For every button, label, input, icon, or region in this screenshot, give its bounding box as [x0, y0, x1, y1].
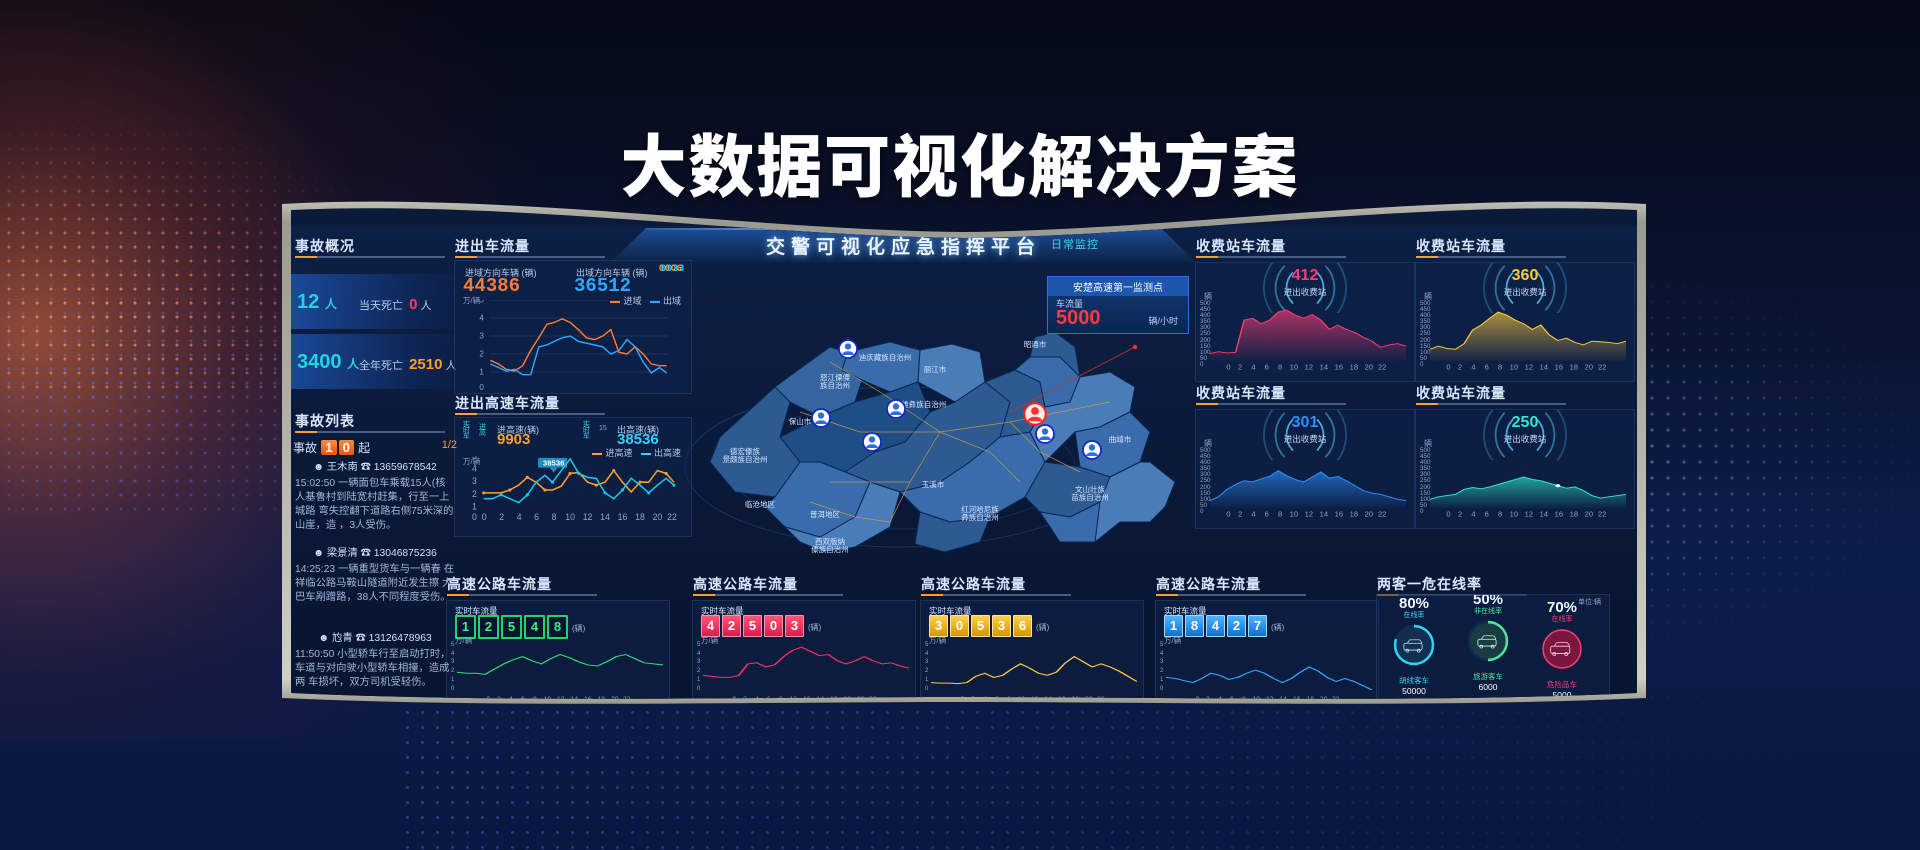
svg-text:傣族自治州: 傣族自治州	[811, 544, 849, 554]
svg-text:16: 16	[1335, 510, 1343, 519]
svg-text:临沧地区: 临沧地区	[745, 499, 775, 509]
svg-text:6: 6	[534, 512, 539, 522]
svg-text:2: 2	[1458, 510, 1462, 519]
svg-text:18: 18	[1350, 363, 1358, 372]
svg-text:5: 5	[479, 300, 484, 305]
svg-text:8: 8	[1278, 510, 1282, 519]
svg-text:20: 20	[1365, 510, 1373, 519]
svg-text:10: 10	[1510, 363, 1518, 372]
svg-text:16: 16	[1555, 363, 1563, 372]
svg-text:彝族自治州: 彝族自治州	[961, 512, 999, 522]
svg-text:6: 6	[1265, 363, 1269, 372]
svg-text:苗族自治州: 苗族自治州	[1071, 492, 1109, 502]
svg-text:22: 22	[1598, 363, 1606, 372]
svg-text:22: 22	[1378, 363, 1386, 372]
svg-text:16: 16	[1555, 510, 1563, 519]
svg-text:4: 4	[1251, 510, 1255, 519]
svg-text:2: 2	[479, 350, 484, 359]
svg-text:38536: 38536	[543, 459, 565, 468]
svg-text:20: 20	[1365, 363, 1373, 372]
svg-text:22: 22	[1598, 510, 1606, 519]
svg-text:4: 4	[1471, 363, 1475, 372]
svg-text:0: 0	[479, 383, 484, 390]
svg-text:4: 4	[479, 314, 484, 323]
svg-text:18: 18	[635, 512, 645, 522]
svg-text:10: 10	[1290, 510, 1298, 519]
svg-text:12: 12	[1525, 510, 1533, 519]
svg-text:2: 2	[1238, 363, 1242, 372]
svg-text:12: 12	[583, 512, 593, 522]
svg-text:0: 0	[482, 512, 487, 522]
svg-text:0: 0	[1226, 510, 1230, 519]
svg-text:16: 16	[618, 512, 628, 522]
svg-text:6: 6	[1265, 510, 1269, 519]
svg-text:4: 4	[517, 512, 522, 522]
svg-text:10: 10	[1290, 363, 1298, 372]
svg-text:4: 4	[472, 464, 477, 474]
svg-text:8: 8	[1498, 363, 1502, 372]
svg-text:14: 14	[600, 512, 610, 522]
svg-text:0: 0	[1226, 363, 1230, 372]
svg-text:0: 0	[1446, 510, 1450, 519]
svg-text:14: 14	[1540, 510, 1548, 519]
svg-text:16: 16	[1335, 363, 1343, 372]
svg-text:1: 1	[479, 368, 484, 377]
svg-text:22: 22	[667, 512, 677, 522]
svg-text:5: 5	[472, 456, 477, 461]
svg-text:18: 18	[1570, 510, 1578, 519]
svg-text:2: 2	[472, 489, 477, 499]
svg-text:20: 20	[653, 512, 663, 522]
svg-text:2: 2	[1238, 510, 1242, 519]
svg-text:3: 3	[479, 332, 484, 341]
svg-text:迪庆藏族自治州: 迪庆藏族自治州	[859, 352, 912, 362]
svg-text:0: 0	[472, 512, 477, 522]
svg-text:4: 4	[1251, 363, 1255, 372]
svg-text:族自治州: 族自治州	[820, 380, 850, 390]
svg-text:0: 0	[1446, 363, 1450, 372]
svg-text:10: 10	[565, 512, 575, 522]
svg-text:12: 12	[1525, 363, 1533, 372]
svg-text:普洱地区: 普洱地区	[810, 509, 840, 519]
svg-text:6: 6	[1485, 363, 1489, 372]
svg-text:曲靖市: 曲靖市	[1109, 434, 1132, 444]
svg-text:20: 20	[1585, 510, 1593, 519]
svg-text:1: 1	[472, 501, 477, 511]
svg-text:18: 18	[1570, 363, 1578, 372]
svg-text:昭通市: 昭通市	[1024, 339, 1047, 349]
svg-text:20: 20	[1585, 363, 1593, 372]
svg-text:22: 22	[1378, 510, 1386, 519]
svg-text:2: 2	[1458, 363, 1462, 372]
svg-text:景颇族自治州: 景颇族自治州	[723, 454, 768, 464]
svg-text:4: 4	[1471, 510, 1475, 519]
svg-text:14: 14	[1320, 510, 1328, 519]
svg-text:2: 2	[499, 512, 504, 522]
svg-text:12: 12	[1305, 363, 1313, 372]
svg-text:6: 6	[1485, 510, 1489, 519]
svg-text:保山市: 保山市	[789, 416, 812, 426]
svg-text:8: 8	[1278, 363, 1282, 372]
svg-text:12: 12	[1305, 510, 1313, 519]
svg-text:14: 14	[1540, 363, 1548, 372]
svg-text:10: 10	[1510, 510, 1518, 519]
svg-text:玉溪市: 玉溪市	[922, 479, 945, 489]
svg-text:3: 3	[472, 476, 477, 486]
svg-text:8: 8	[1498, 510, 1502, 519]
svg-text:14: 14	[1320, 363, 1328, 372]
svg-text:18: 18	[1350, 510, 1358, 519]
svg-text:8: 8	[552, 512, 557, 522]
svg-text:丽江市: 丽江市	[924, 364, 947, 374]
